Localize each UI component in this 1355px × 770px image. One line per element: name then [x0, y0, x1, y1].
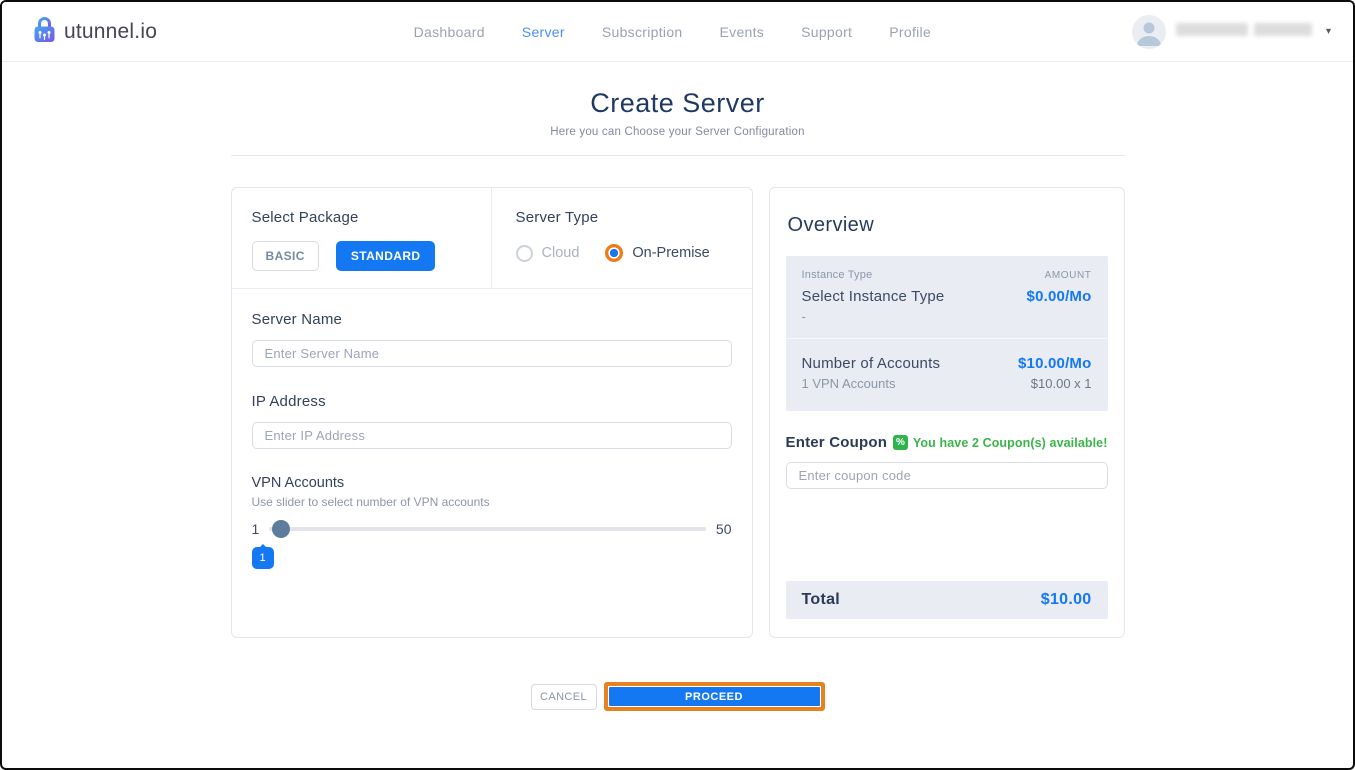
slider-value-badge: 1: [251, 544, 274, 569]
overview-card: Overview Instance Type AMOUNT Select Ins…: [768, 187, 1125, 638]
logo[interactable]: utunnel.io: [32, 15, 157, 48]
instance-type-header: Instance Type: [801, 269, 873, 281]
server-type-section: Server Type Cloud On-Premise: [492, 188, 752, 288]
vpn-accounts-slider[interactable]: [269, 520, 706, 538]
vpn-accounts-label: VPN Accounts: [251, 475, 345, 491]
radio-unselected-icon: [515, 244, 533, 262]
select-package-section: Select Package BASIC STANDARD: [232, 188, 492, 288]
coupon-header-row: Enter Coupon % You have 2 Coupon(s) avai…: [786, 434, 1108, 451]
accounts-name: Number of Accounts: [801, 355, 941, 372]
package-basic-button[interactable]: BASIC: [251, 241, 319, 271]
page-subtitle: Here you can Choose your Server Configur…: [550, 126, 805, 138]
utunnel-lock-icon: [32, 15, 57, 48]
radio-cloud-label: Cloud: [541, 245, 580, 261]
instance-type-value: Select Instance Type: [801, 288, 945, 305]
coupon-code-input[interactable]: [785, 462, 1108, 489]
nav-item-dashboard[interactable]: Dashboard: [413, 23, 485, 40]
select-package-label: Select Package: [251, 209, 359, 226]
accounts-amount-sub: $10.00 x 1: [1030, 376, 1092, 391]
main-nav: Dashboard Server Subscription Events Sup…: [414, 2, 931, 61]
overview-panel: Instance Type AMOUNT Select Instance Typ…: [785, 256, 1108, 411]
accounts-section: Number of Accounts $10.00/Mo 1 VPN Accou…: [786, 339, 1108, 411]
chevron-down-icon: ▾: [1325, 26, 1331, 37]
instance-type-section: Instance Type AMOUNT Select Instance Typ…: [785, 256, 1108, 339]
config-top-row: Select Package BASIC STANDARD Server Typ…: [231, 188, 752, 289]
vpn-accounts-slider-row: 1 50: [251, 520, 732, 538]
proceed-button[interactable]: PROCEED: [608, 687, 820, 706]
slider-min-label: 1: [251, 521, 260, 537]
package-standard-button[interactable]: STANDARD: [335, 241, 436, 271]
nav-item-profile[interactable]: Profile: [889, 23, 932, 40]
head-divider: [230, 155, 1125, 156]
ip-address-label: IP Address: [251, 393, 326, 410]
avatar: [1131, 14, 1166, 49]
page-title: Create Server: [590, 88, 765, 118]
nav-item-server[interactable]: Server: [521, 23, 565, 40]
config-body: Server Name IP Address VPN Accounts Use …: [232, 289, 752, 591]
logo-text: utunnel.io: [64, 19, 158, 43]
coupon-available-text: You have 2 Coupon(s) available!: [912, 435, 1108, 450]
proceed-highlight: PROCEED: [603, 682, 825, 711]
server-name-label: Server Name: [251, 311, 343, 328]
nav-item-subscription[interactable]: Subscription: [601, 23, 683, 40]
radio-on-premise[interactable]: On-Premise: [605, 244, 710, 262]
total-label: Total: [801, 591, 841, 608]
cancel-button[interactable]: CANCEL: [530, 683, 597, 710]
enter-coupon-label: Enter Coupon: [785, 434, 888, 451]
user-name-redacted: [1175, 22, 1312, 41]
instance-type-sub: -: [801, 309, 806, 324]
coupon-icon: %: [892, 435, 908, 450]
server-config-card: Select Package BASIC STANDARD Server Typ…: [230, 187, 753, 638]
server-name-input[interactable]: [251, 340, 732, 367]
radio-cloud[interactable]: Cloud: [515, 244, 580, 262]
total-row: Total $10.00: [785, 581, 1108, 619]
page-head: Create Server Here you can Choose your S…: [2, 62, 1353, 138]
slider-handle[interactable]: [272, 520, 291, 538]
radio-selected-icon: [605, 244, 624, 262]
content: Select Package BASIC STANDARD Server Typ…: [230, 187, 1125, 638]
user-menu[interactable]: ▾: [1131, 2, 1331, 61]
server-type-label: Server Type: [515, 209, 599, 226]
accounts-amount: $10.00/Mo: [1017, 355, 1092, 372]
ip-address-input[interactable]: [251, 422, 732, 449]
vpn-accounts-helper: Use slider to select number of VPN accou…: [251, 495, 490, 509]
amount-header: AMOUNT: [1044, 270, 1092, 281]
top-navbar: utunnel.io Dashboard Server Subscription…: [2, 2, 1353, 62]
instance-type-amount: $0.00/Mo: [1026, 288, 1092, 305]
total-amount: $10.00: [1040, 591, 1092, 608]
radio-on-premise-label: On-Premise: [632, 245, 710, 261]
overview-title: Overview: [787, 214, 875, 236]
coupon-availability: % You have 2 Coupon(s) available!: [892, 435, 1108, 450]
form-actions: CANCEL PROCEED: [2, 682, 1353, 711]
nav-item-events[interactable]: Events: [719, 23, 765, 40]
slider-max-label: 50: [715, 521, 732, 537]
accounts-sub: 1 VPN Accounts: [801, 376, 896, 391]
nav-item-support[interactable]: Support: [801, 23, 853, 40]
